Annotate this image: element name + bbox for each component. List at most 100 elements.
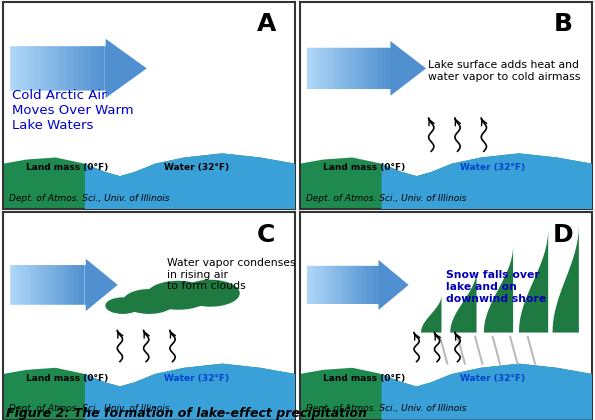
- Bar: [54, 264, 56, 306]
- Bar: [322, 46, 324, 90]
- Bar: [358, 46, 360, 90]
- Bar: [340, 265, 342, 305]
- Bar: [45, 264, 46, 306]
- Bar: [331, 46, 333, 90]
- Bar: [51, 264, 52, 306]
- Bar: [52, 45, 54, 92]
- Bar: [352, 46, 353, 90]
- Bar: [377, 46, 378, 90]
- Bar: [320, 265, 322, 305]
- Bar: [378, 46, 381, 90]
- Bar: [315, 265, 317, 305]
- Bar: [35, 45, 37, 92]
- Bar: [73, 264, 75, 306]
- Polygon shape: [85, 153, 295, 209]
- Bar: [54, 45, 57, 92]
- Bar: [325, 265, 327, 305]
- Bar: [26, 45, 28, 92]
- Bar: [18, 264, 20, 306]
- Bar: [368, 265, 370, 305]
- Bar: [343, 46, 345, 90]
- Bar: [308, 265, 309, 305]
- Bar: [333, 265, 334, 305]
- Bar: [57, 45, 59, 92]
- Bar: [358, 265, 359, 305]
- Bar: [314, 46, 316, 90]
- Bar: [83, 264, 84, 306]
- Bar: [60, 264, 62, 306]
- Bar: [347, 265, 349, 305]
- Text: Snow falls over
lake and on
downwind shore: Snow falls over lake and on downwind sho…: [446, 270, 546, 304]
- Bar: [327, 46, 328, 90]
- Bar: [328, 46, 331, 90]
- Text: Water (32°F): Water (32°F): [461, 374, 525, 383]
- Bar: [16, 45, 18, 92]
- Bar: [370, 46, 372, 90]
- Polygon shape: [84, 256, 120, 314]
- Bar: [375, 265, 377, 305]
- Bar: [75, 264, 77, 306]
- Bar: [342, 265, 343, 305]
- Bar: [87, 45, 90, 92]
- Bar: [349, 46, 352, 90]
- Bar: [11, 264, 12, 306]
- Bar: [71, 45, 73, 92]
- Bar: [339, 46, 341, 90]
- Bar: [356, 46, 358, 90]
- Ellipse shape: [146, 281, 211, 310]
- Bar: [331, 265, 333, 305]
- Bar: [23, 45, 26, 92]
- Bar: [333, 46, 335, 90]
- Bar: [33, 264, 35, 306]
- Bar: [62, 264, 64, 306]
- Bar: [42, 45, 45, 92]
- Bar: [359, 265, 361, 305]
- Bar: [354, 265, 356, 305]
- Bar: [347, 46, 349, 90]
- Bar: [35, 264, 37, 306]
- Polygon shape: [484, 246, 513, 333]
- Polygon shape: [381, 364, 592, 420]
- Text: Land mass (0°F): Land mass (0°F): [26, 374, 109, 383]
- Bar: [18, 45, 21, 92]
- Bar: [83, 45, 85, 92]
- Bar: [318, 265, 320, 305]
- Bar: [65, 264, 67, 306]
- Bar: [345, 265, 347, 305]
- Bar: [58, 264, 60, 306]
- Bar: [28, 45, 30, 92]
- Bar: [374, 265, 375, 305]
- Bar: [9, 264, 11, 306]
- Text: Water (32°F): Water (32°F): [164, 374, 229, 383]
- Bar: [322, 265, 324, 305]
- Bar: [71, 264, 73, 306]
- Text: Dept. of Atmos. Sci., Univ. of Illinois: Dept. of Atmos. Sci., Univ. of Illinois: [9, 194, 170, 203]
- Bar: [47, 45, 49, 92]
- Polygon shape: [104, 36, 149, 101]
- Bar: [73, 45, 76, 92]
- Bar: [52, 264, 54, 306]
- Bar: [335, 46, 337, 90]
- Bar: [26, 264, 28, 306]
- Bar: [32, 264, 33, 306]
- Polygon shape: [3, 364, 295, 420]
- Bar: [56, 264, 58, 306]
- Bar: [79, 264, 80, 306]
- Bar: [381, 46, 383, 90]
- Bar: [11, 45, 14, 92]
- Bar: [320, 46, 322, 90]
- Bar: [353, 46, 356, 90]
- Polygon shape: [421, 295, 441, 333]
- Bar: [387, 46, 389, 90]
- Bar: [30, 45, 33, 92]
- Polygon shape: [381, 153, 592, 209]
- Bar: [365, 265, 367, 305]
- Bar: [40, 45, 42, 92]
- Text: D: D: [553, 223, 573, 247]
- Text: Land mass (0°F): Land mass (0°F): [26, 163, 109, 172]
- Bar: [362, 46, 364, 90]
- Polygon shape: [519, 229, 548, 333]
- Bar: [361, 265, 363, 305]
- Bar: [317, 265, 318, 305]
- Bar: [374, 46, 377, 90]
